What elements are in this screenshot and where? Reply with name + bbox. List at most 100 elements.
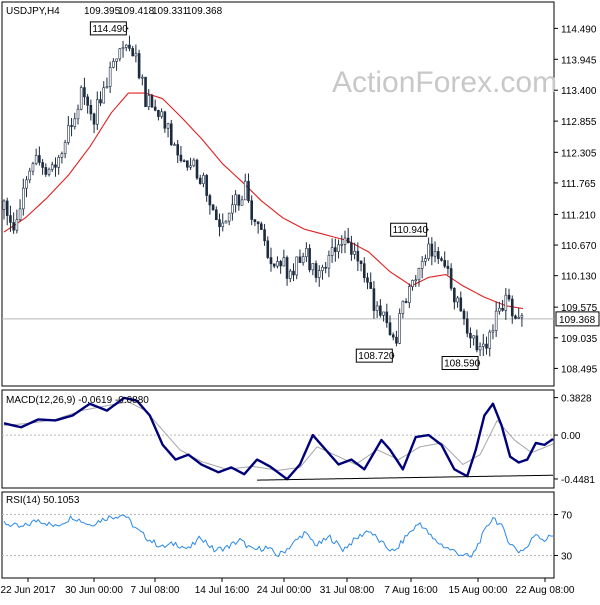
candle-body [240, 199, 244, 206]
candle [253, 219, 257, 227]
candle-body [157, 109, 160, 117]
candle-body [218, 219, 221, 228]
annotation-label: 108.720 [358, 351, 395, 362]
candle-body [5, 200, 9, 216]
close-value: 109.368 [186, 6, 223, 17]
candle [311, 263, 315, 276]
candle [60, 151, 64, 164]
candle-body [420, 261, 424, 269]
candle [224, 220, 228, 224]
candle [18, 199, 22, 222]
candle [256, 221, 260, 234]
candle-body [379, 305, 382, 316]
candle [391, 332, 395, 341]
candle-body [372, 288, 376, 311]
candle [366, 272, 369, 290]
candle-body [263, 229, 266, 242]
candle [186, 160, 189, 171]
rsi-panel-frame [1, 491, 555, 579]
candle-body [346, 237, 350, 244]
candle [41, 159, 44, 175]
candle [295, 256, 299, 280]
candle-body [514, 315, 517, 319]
candle-body [86, 96, 89, 106]
candle-body [38, 155, 41, 163]
candle [115, 58, 118, 71]
candle [234, 190, 237, 213]
candle [356, 242, 360, 272]
annotation-label: 108.590 [444, 359, 481, 370]
candle [485, 336, 488, 355]
candle [89, 99, 93, 121]
candle-body [173, 144, 176, 146]
time-tick-label: 22 Jun 2017 [0, 585, 55, 596]
candle-body [57, 157, 60, 168]
candle-body [160, 111, 163, 117]
time-tick-label: 7 Aug 16:00 [384, 585, 438, 596]
candle [63, 139, 67, 159]
candle [504, 287, 508, 320]
candle [334, 238, 337, 262]
candle [9, 205, 12, 232]
candle [121, 40, 125, 58]
candle-body [18, 208, 22, 221]
candle [231, 195, 234, 221]
macd-trend-line [257, 474, 554, 481]
candle-body [388, 322, 392, 336]
candle [269, 247, 273, 272]
candle-body [282, 257, 286, 267]
candle-body [469, 332, 472, 339]
candle [137, 49, 141, 80]
candle [227, 212, 231, 226]
candle-body [350, 242, 353, 255]
candle [520, 313, 524, 327]
candle [372, 280, 376, 319]
candle [31, 161, 35, 176]
candle [263, 223, 266, 246]
candle [102, 81, 106, 104]
candle-body [79, 87, 83, 110]
candle [408, 283, 411, 308]
candle [446, 260, 450, 275]
candle-body [28, 170, 32, 181]
candle [54, 157, 57, 177]
candles-layer [2, 35, 524, 357]
time-tick-label: 22 Aug 08:00 [516, 585, 575, 596]
candle [424, 254, 427, 266]
candle [108, 61, 112, 93]
high-value: 109.418 [118, 6, 155, 17]
candle-body [321, 266, 324, 271]
candle-body [292, 270, 295, 276]
candle-body [343, 237, 347, 245]
rsi-tick-label: 30 [561, 552, 573, 563]
candle-body [356, 250, 360, 262]
candle [517, 307, 520, 319]
candle [34, 148, 38, 166]
candle-body [22, 187, 25, 210]
candle-body [60, 153, 64, 158]
price-panel-frame [1, 1, 555, 387]
candle-body [472, 335, 475, 339]
candle [308, 244, 311, 273]
candle-body [308, 248, 311, 271]
candle-body [163, 111, 167, 129]
annotation-box [355, 348, 393, 363]
candle [478, 342, 482, 357]
candle-body [359, 260, 363, 264]
candle-body [176, 144, 180, 156]
candle-body [102, 87, 106, 104]
candle-body [314, 263, 318, 278]
annotation-label: 114.490 [92, 24, 128, 35]
price-tick-label: 113.400 [561, 86, 597, 97]
candle [292, 263, 295, 282]
candle-body [224, 220, 228, 224]
candle-body [260, 223, 263, 230]
candle [221, 213, 225, 232]
candle-body [462, 310, 466, 320]
time-tick-label: 7 Jul 08:00 [131, 585, 180, 596]
low-value: 109.331 [152, 6, 189, 17]
candle [298, 249, 302, 263]
candle [76, 104, 80, 125]
candle-body [182, 160, 186, 162]
candle [388, 315, 392, 336]
